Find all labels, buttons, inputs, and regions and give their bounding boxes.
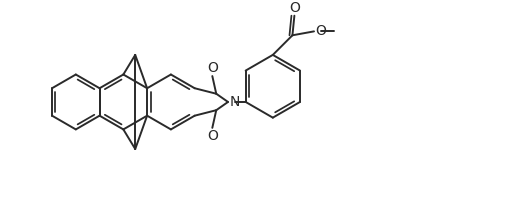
Text: N: N: [230, 95, 240, 109]
Text: O: O: [207, 129, 218, 143]
Text: O: O: [315, 24, 326, 38]
Text: O: O: [207, 61, 218, 75]
Text: O: O: [289, 1, 300, 15]
